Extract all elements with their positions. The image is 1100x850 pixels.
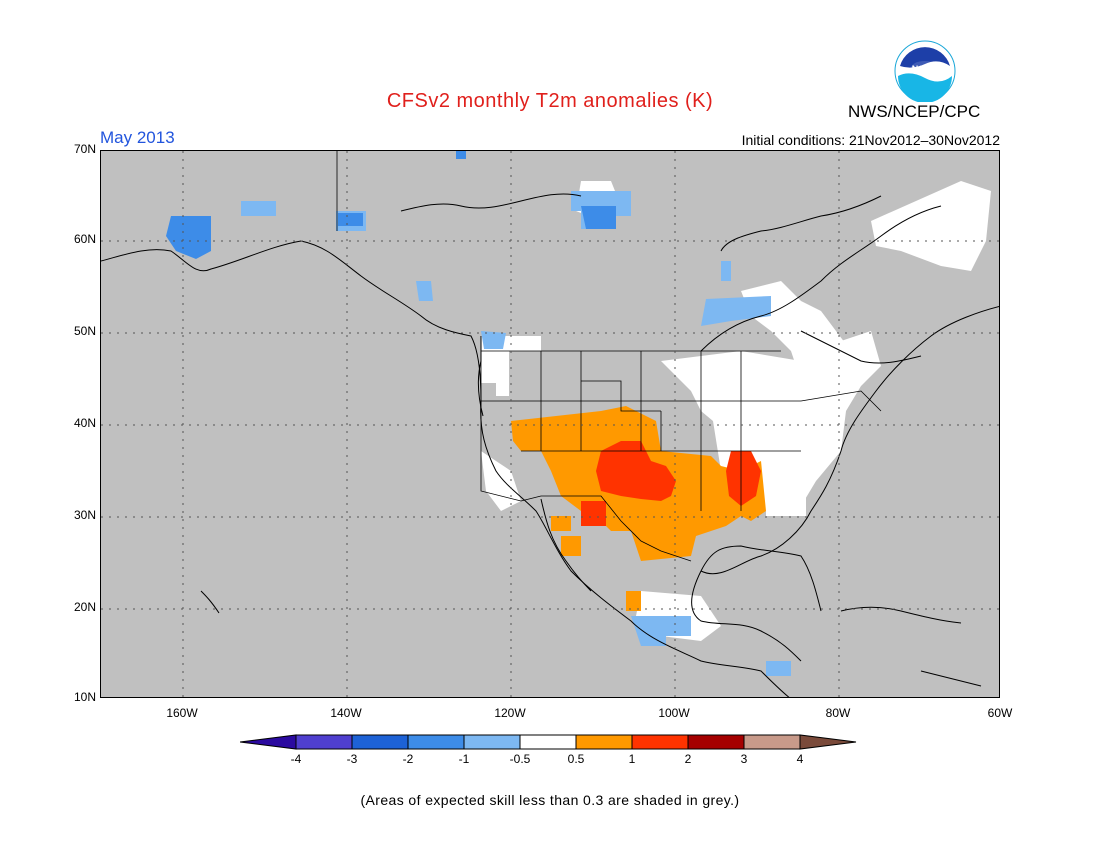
hot-anomaly-areas: [581, 441, 761, 526]
colorbar-tick-label: 3: [740, 752, 748, 766]
lat-label-30n: 30N: [73, 508, 96, 522]
colorbar-tick-label: 0.5: [567, 752, 585, 766]
colorbar-arrow-high: [799, 734, 857, 750]
colorbar-swatch: [351, 734, 409, 750]
initial-conditions: Initial conditions: 21Nov2012–30Nov2012: [741, 132, 1000, 148]
colorbar-swatch: [687, 734, 745, 750]
lat-lon-grid: [101, 151, 999, 697]
lon-label-60w: 60W: [987, 706, 1013, 720]
colorbar-tick-label: -2: [402, 752, 414, 766]
colorbar-tick-label: -3: [346, 752, 358, 766]
colorbar-swatch: [519, 734, 577, 750]
noaa-logo-icon: NOAA: [894, 40, 956, 102]
colorbar-tick-label: 2: [684, 752, 692, 766]
colorbar-swatch: [407, 734, 465, 750]
colorbar-swatches: [240, 734, 857, 750]
logo-text: NOAA: [912, 64, 939, 74]
colorbar-swatch: [463, 734, 521, 750]
lon-label-120w: 120W: [494, 706, 526, 720]
lat-label-10n: 10N: [73, 690, 96, 704]
skill-note: (Areas of expected skill less than 0.3 a…: [360, 792, 740, 808]
lon-label-160w: 160W: [166, 706, 198, 720]
colorbar-tick-label: -0.5: [509, 752, 531, 766]
lat-label-70n: 70N: [73, 142, 96, 156]
lon-label-100w: 100W: [658, 706, 690, 720]
colorbar-tick-label: 1: [628, 752, 636, 766]
map-title: CFSv2 monthly T2m anomalies (K): [386, 90, 714, 112]
colorbar-swatch: [743, 734, 801, 750]
colorbar: [240, 734, 857, 750]
map-canvas: [101, 151, 999, 697]
colorbar-swatch: [631, 734, 689, 750]
colorbar-swatch: [575, 734, 633, 750]
lat-label-20n: 20N: [73, 600, 96, 614]
colorbar-swatch: [295, 734, 353, 750]
lon-label-140w: 140W: [330, 706, 362, 720]
colorbar-tick-label: -1: [458, 752, 470, 766]
colorbar-tick-label: 4: [796, 752, 804, 766]
colder-anomaly-areas: [166, 151, 616, 259]
agency-label: NWS/NCEP/CPC: [848, 102, 981, 121]
lat-label-40n: 40N: [73, 416, 96, 430]
lat-label-60n: 60N: [73, 232, 96, 246]
lon-label-80w: 80W: [825, 706, 851, 720]
anomaly-map: [100, 150, 1000, 698]
colorbar-tick-label: -4: [290, 752, 302, 766]
lat-label-50n: 50N: [73, 324, 96, 338]
colorbar-arrow-low: [240, 734, 297, 750]
forecast-month: May 2013: [100, 128, 175, 147]
neutral-anomaly-areas: [481, 181, 991, 641]
political-borders: [336, 151, 882, 562]
